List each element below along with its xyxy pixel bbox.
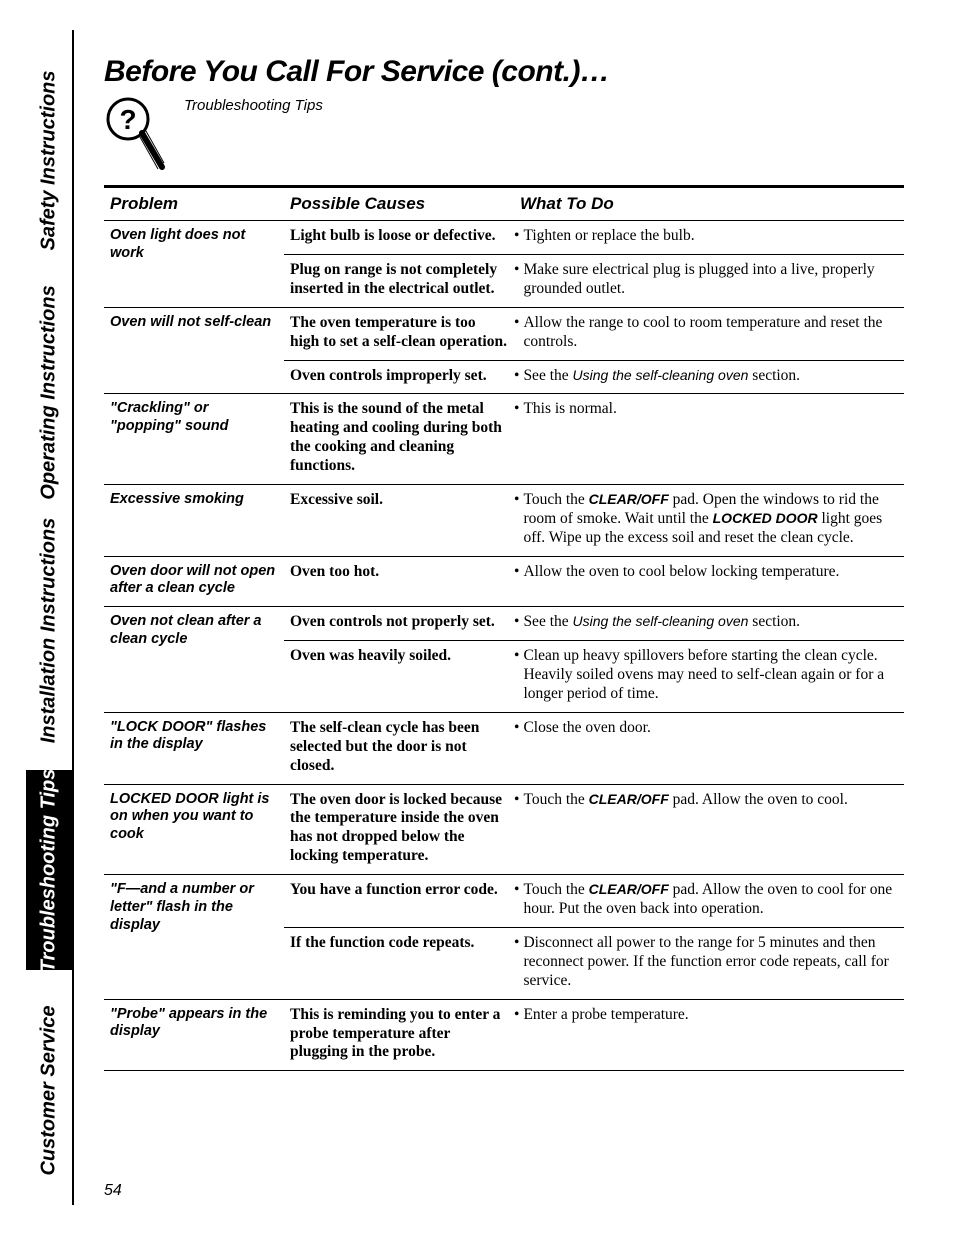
table-row: "Probe" appears in the displayThis is re… <box>104 999 904 1071</box>
side-tab[interactable]: Safety Instructions <box>26 70 72 250</box>
problem-cell: Oven door will not open after a clean cy… <box>104 556 284 606</box>
cause-cell: Oven controls improperly set. <box>284 360 514 394</box>
todo-cell: •See the Using the self-cleaning oven se… <box>514 360 904 394</box>
problem-cell: "F—and a number or letter" flash in the … <box>104 875 284 1000</box>
left-border-rule <box>72 30 74 1205</box>
table-row: "LOCK DOOR" flashes in the displayThe se… <box>104 712 904 784</box>
problem-cell: "LOCK DOOR" flashes in the display <box>104 712 284 784</box>
col-header-todo: What To Do <box>514 187 904 221</box>
side-tab[interactable]: Troubleshooting Tips <box>26 770 72 970</box>
problem-cell: Oven will not self-clean <box>104 307 284 394</box>
problem-cell: Oven not clean after a clean cycle <box>104 607 284 713</box>
side-tab-label: Troubleshooting Tips <box>38 768 61 972</box>
side-tab-label: Customer Service <box>38 1005 61 1175</box>
cause-cell: The oven door is locked because the temp… <box>284 784 514 875</box>
todo-cell: •This is normal. <box>514 394 904 485</box>
todo-cell: •Allow the oven to cool below locking te… <box>514 556 904 606</box>
page-number: 54 <box>104 1182 122 1200</box>
todo-cell: •Make sure electrical plug is plugged in… <box>514 254 904 307</box>
magnifier-question-icon: ? <box>104 95 166 177</box>
todo-cell: •Touch the CLEAR/OFF pad. Allow the oven… <box>514 784 904 875</box>
table-row: Oven door will not open after a clean cy… <box>104 556 904 606</box>
table-row: Oven will not self-cleanThe oven tempera… <box>104 307 904 360</box>
table-row: Oven light does not workLight bulb is lo… <box>104 221 904 255</box>
side-tab-label: Safety Instructions <box>38 70 61 250</box>
cause-cell: The self-clean cycle has been selected b… <box>284 712 514 784</box>
table-row: "Crackling" or "popping" soundThis is th… <box>104 394 904 485</box>
side-tab-strip: Safety Instructions Operating Instruction… <box>26 30 72 1205</box>
table-row: Oven not clean after a clean cycleOven c… <box>104 607 904 641</box>
side-tab-label: Installation Instructions <box>38 517 61 743</box>
side-tab[interactable]: Customer Service <box>26 1000 72 1180</box>
col-header-problem: Problem <box>104 187 284 221</box>
problem-cell: "Crackling" or "popping" sound <box>104 394 284 485</box>
side-tab-label: Operating Instructions <box>38 285 61 499</box>
svg-text:?: ? <box>119 104 136 135</box>
cause-cell: If the function code repeats. <box>284 927 514 999</box>
todo-cell: •Tighten or replace the bulb. <box>514 221 904 255</box>
cause-cell: Oven too hot. <box>284 556 514 606</box>
cause-cell: This is the sound of the metal heating a… <box>284 394 514 485</box>
todo-cell: •Allow the range to cool to room tempera… <box>514 307 904 360</box>
todo-cell: •Close the oven door. <box>514 712 904 784</box>
side-tab[interactable]: Operating Instructions <box>26 280 72 505</box>
col-header-cause: Possible Causes <box>284 187 514 221</box>
cause-cell: You have a function error code. <box>284 875 514 928</box>
cause-cell: Oven controls not properly set. <box>284 607 514 641</box>
cause-cell: This is reminding you to enter a probe t… <box>284 999 514 1071</box>
problem-cell: "Probe" appears in the display <box>104 999 284 1071</box>
cause-cell: Plug on range is not completely inserted… <box>284 254 514 307</box>
todo-cell: •Touch the CLEAR/OFF pad. Allow the oven… <box>514 875 904 928</box>
problem-cell: Excessive smoking <box>104 485 284 557</box>
todo-cell: •Clean up heavy spillovers before starti… <box>514 641 904 713</box>
troubleshooting-table: Problem Possible Causes What To Do Oven … <box>104 185 904 1071</box>
cause-cell: The oven temperature is too high to set … <box>284 307 514 360</box>
main-content: Before You Call For Service (cont.)… ? T… <box>104 55 904 1071</box>
table-row: LOCKED DOOR light is on when you want to… <box>104 784 904 875</box>
todo-cell: •See the Using the self-cleaning oven se… <box>514 607 904 641</box>
table-row: "F—and a number or letter" flash in the … <box>104 875 904 928</box>
cause-cell: Light bulb is loose or defective. <box>284 221 514 255</box>
cause-cell: Excessive soil. <box>284 485 514 557</box>
problem-cell: Oven light does not work <box>104 221 284 308</box>
side-tab[interactable]: Installation Instructions <box>26 510 72 750</box>
problem-cell: LOCKED DOOR light is on when you want to… <box>104 784 284 875</box>
todo-cell: •Touch the CLEAR/OFF pad. Open the windo… <box>514 485 904 557</box>
page-title: Before You Call For Service (cont.)… <box>104 55 904 89</box>
table-row: Excessive smokingExcessive soil.•Touch t… <box>104 485 904 557</box>
cause-cell: Oven was heavily soiled. <box>284 641 514 713</box>
todo-cell: •Enter a probe temperature. <box>514 999 904 1071</box>
todo-cell: •Disconnect all power to the range for 5… <box>514 927 904 999</box>
subtitle: Troubleshooting Tips <box>184 95 323 114</box>
